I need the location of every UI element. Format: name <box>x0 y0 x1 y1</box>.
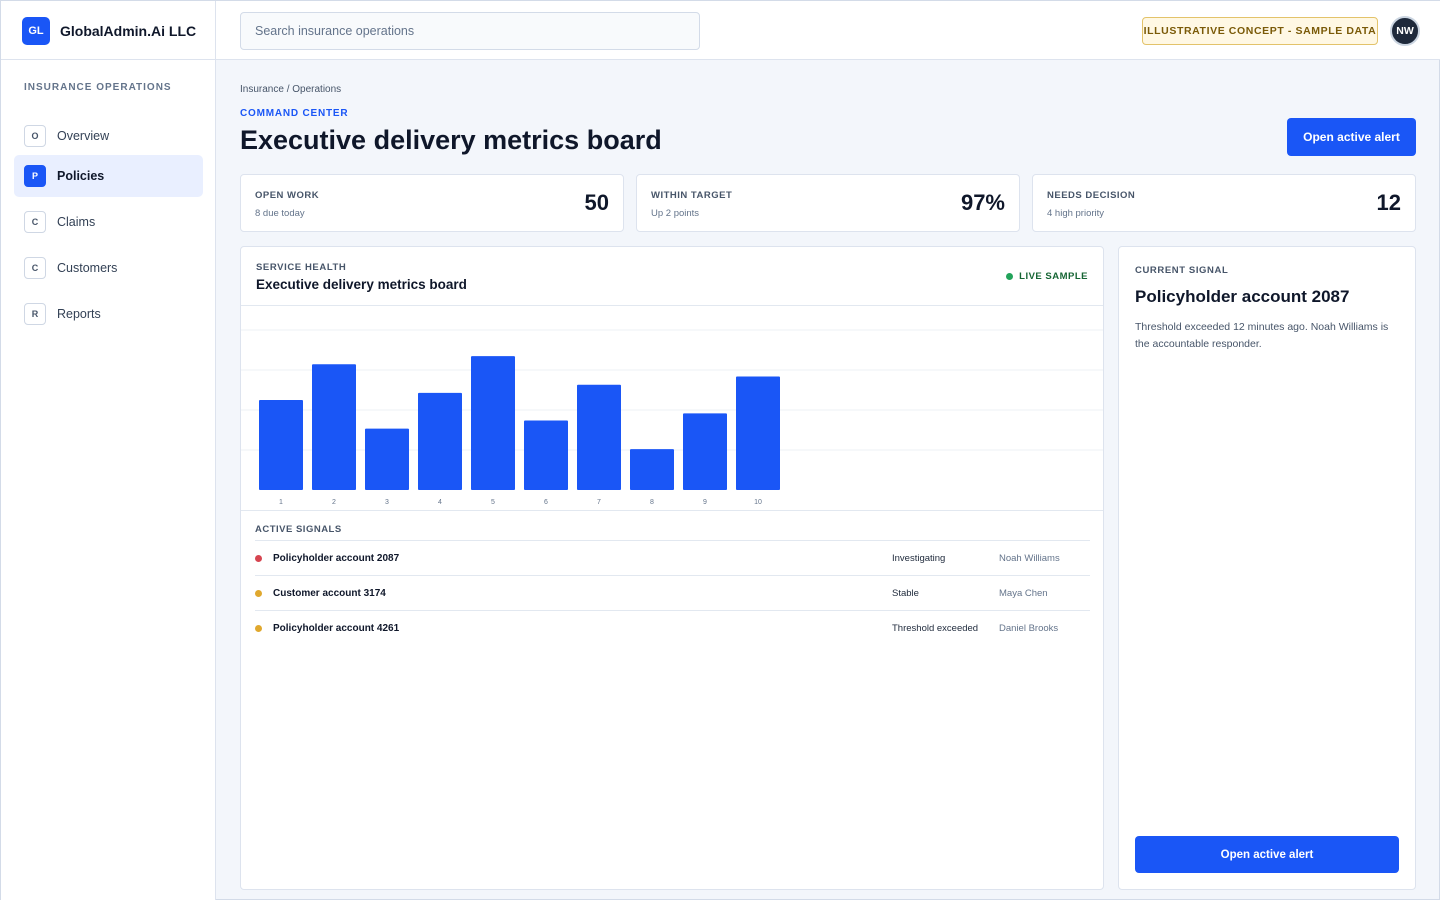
signal-owner: Maya Chen <box>999 588 1048 599</box>
chart-bar[interactable] <box>683 413 727 490</box>
kpi-value: 97% <box>960 190 1005 215</box>
signals-list: Policyholder account 2087 Investigating … <box>255 540 1090 645</box>
signal-owner: Daniel Brooks <box>999 623 1059 634</box>
sidebar-item-label: Customers <box>57 261 118 275</box>
policies-badge-icon: P <box>24 165 46 187</box>
kpi-value: 12 <box>1376 190 1401 215</box>
claims-badge-icon: C <box>24 211 46 233</box>
chart-x-tick-label: 10 <box>754 499 762 506</box>
current-signal-description: Threshold exceeded 12 minutes ago. Noah … <box>1135 321 1389 350</box>
current-signal-card: CURRENT SIGNAL Policyholder account 2087… <box>1118 246 1416 890</box>
panel-divider <box>241 510 1103 511</box>
chart-x-tick-label: 7 <box>597 499 601 506</box>
chart-bar[interactable] <box>259 400 303 490</box>
current-signal-eyebrow: CURRENT SIGNAL <box>1135 265 1229 276</box>
live-sample-indicator: LIVE SAMPLE <box>1006 271 1088 282</box>
kpi-card-open-work: OPEN WORK 8 due today 50 <box>240 174 624 232</box>
chart-bar[interactable] <box>365 428 409 490</box>
signal-owner: Noah Williams <box>999 553 1060 564</box>
kpi-label: WITHIN TARGET <box>651 190 733 201</box>
brand[interactable]: GL GlobalAdmin.Ai LLC <box>22 17 196 45</box>
sidebar-item-label: Policies <box>57 169 105 183</box>
chart-bar[interactable] <box>471 356 515 490</box>
brand-logo: GL <box>22 17 50 45</box>
concept-badge: ILLUSTRATIVE CONCEPT - SAMPLE DATA <box>1142 17 1378 45</box>
panel-eyebrow: SERVICE HEALTH <box>256 262 347 273</box>
status-dot-icon <box>255 625 262 632</box>
service-health-panel: SERVICE HEALTH Executive delivery metric… <box>240 246 1104 890</box>
kpi-subtext: 8 due today <box>255 208 305 219</box>
chart-bar[interactable] <box>577 384 621 490</box>
live-sample-label: LIVE SAMPLE <box>1019 271 1088 282</box>
sidebar-item-label: Overview <box>57 129 110 143</box>
signal-status: Threshold exceeded <box>892 623 979 634</box>
signals-heading: ACTIVE SIGNALS <box>255 524 342 535</box>
page-eyebrow: COMMAND CENTER <box>240 108 349 119</box>
sidebar: INSURANCE OPERATIONS O Overview P Polici… <box>1 60 216 900</box>
open-active-alert-card-button[interactable]: Open active alert <box>1135 836 1399 873</box>
signal-row[interactable]: Policyholder account 4261 Threshold exce… <box>255 610 1090 645</box>
chart-bar[interactable] <box>312 364 356 490</box>
kpi-card-needs-decision: NEEDS DECISION 4 high priority 12 <box>1032 174 1416 232</box>
chart-x-tick-label: 9 <box>703 499 707 506</box>
status-dot-icon <box>255 555 262 562</box>
signal-row[interactable]: Customer account 3174 Stable Maya Chen <box>255 575 1090 610</box>
status-dot-icon <box>255 590 262 597</box>
kpi-label: NEEDS DECISION <box>1047 190 1136 201</box>
signal-name: Policyholder account 2087 <box>273 553 400 564</box>
chart-x-tick-label: 5 <box>491 499 495 506</box>
chart-x-tick-label: 6 <box>544 499 548 506</box>
breadcrumb[interactable]: Insurance / Operations <box>240 84 342 95</box>
signal-name: Policyholder account 4261 <box>273 623 400 634</box>
sidebar-item-overview[interactable]: O Overview <box>14 115 203 157</box>
sidebar-heading: INSURANCE OPERATIONS <box>24 82 172 93</box>
user-avatar[interactable]: NW <box>1390 16 1420 46</box>
kpi-label: OPEN WORK <box>255 190 320 201</box>
top-bar: GL GlobalAdmin.Ai LLC ILLUSTRATIVE CONCE… <box>1 1 1440 60</box>
customers-badge-icon: C <box>24 257 46 279</box>
chart-bar[interactable] <box>630 449 674 490</box>
chart-x-tick-label: 3 <box>385 499 389 506</box>
panel-divider <box>241 305 1103 306</box>
kpi-card-within-target: WITHIN TARGET Up 2 points 97% <box>636 174 1020 232</box>
overview-badge-icon: O <box>24 125 46 147</box>
kpi-subtext: 4 high priority <box>1047 208 1105 219</box>
live-dot-icon <box>1006 273 1014 280</box>
chart-bar[interactable] <box>524 420 568 490</box>
chart-x-tick-label: 2 <box>332 499 336 506</box>
kpi-value: 50 <box>584 190 609 215</box>
signal-row[interactable]: Policyholder account 2087 Investigating … <box>255 540 1090 575</box>
signal-status: Stable <box>892 588 919 599</box>
panel-title: Executive delivery metrics board <box>256 277 467 292</box>
kpi-subtext: Up 2 points <box>651 208 700 219</box>
brand-name: GlobalAdmin.Ai LLC <box>60 23 197 39</box>
topbar-divider <box>215 1 216 60</box>
open-active-alert-button[interactable]: Open active alert <box>1287 118 1416 156</box>
search-input[interactable] <box>240 12 700 50</box>
sidebar-item-claims[interactable]: C Claims <box>14 201 203 243</box>
sidebar-item-label: Claims <box>57 215 96 229</box>
chart-x-tick-label: 4 <box>438 499 442 506</box>
signal-name: Customer account 3174 <box>273 588 386 599</box>
chart-bar[interactable] <box>418 392 462 490</box>
chart-x-tick-label: 8 <box>650 499 654 506</box>
service-health-chart: 1 2 3 4 5 6 7 8 9 10 <box>241 329 1103 506</box>
sidebar-item-reports[interactable]: R Reports <box>14 293 203 335</box>
sidebar-item-label: Reports <box>57 307 101 321</box>
reports-badge-icon: R <box>24 303 46 325</box>
current-signal-title: Policyholder account 2087 <box>1135 287 1350 306</box>
chart-bars <box>259 356 780 490</box>
page-title: Executive delivery metrics board <box>240 125 662 155</box>
chart-bar[interactable] <box>736 376 780 490</box>
sidebar-item-policies[interactable]: P Policies <box>14 155 203 197</box>
sidebar-item-customers[interactable]: C Customers <box>14 247 203 289</box>
signal-status: Investigating <box>892 553 946 564</box>
chart-x-ticks: 1 2 3 4 5 6 7 8 9 10 <box>279 499 762 506</box>
chart-x-tick-label: 1 <box>279 499 283 506</box>
